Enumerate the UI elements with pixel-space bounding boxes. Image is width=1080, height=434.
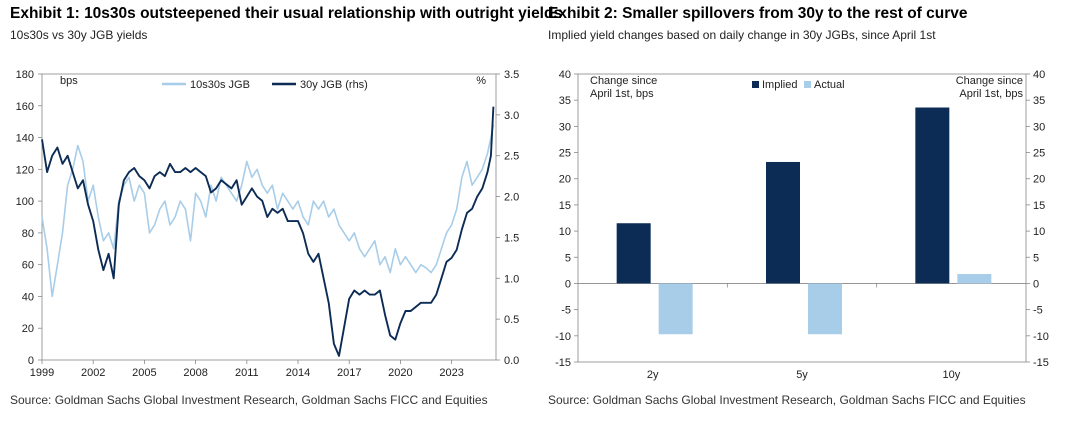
x-tick-label: 2014 [286, 367, 310, 379]
y-left-tick-label: 140 [16, 133, 34, 145]
x-tick-label: 2011 [235, 367, 259, 379]
y-left-unit-label: bps [60, 75, 78, 87]
plot-frame [577, 73, 1027, 363]
exhibit-1-chart: 0 20 40 60 80 100 120 140 160 180 0.0 0.5 1.0 1.5 2.0 2… [16, 69, 520, 379]
y-left-tick-label: 20 [22, 323, 34, 335]
y-right-tick-label: 3.0 [504, 110, 519, 122]
plot-frame [41, 73, 497, 361]
x-tick-label: 2005 [132, 367, 156, 379]
legend-label: 30y JGB (rhs) [300, 79, 368, 91]
y-left-tick-label: -5 [561, 305, 571, 317]
series-line-spread [41, 124, 495, 298]
y-right-tick-label: 5 [1033, 252, 1039, 264]
exhibit-2-source: Source: Goldman Sachs Global Investment … [548, 393, 1026, 407]
y-left-tick-label: 10 [559, 226, 571, 238]
y-right-tick-label: 10 [1033, 226, 1045, 238]
y-left-tick-label: 0 [565, 278, 571, 290]
x-tick-label: 1999 [30, 367, 54, 379]
y-right-tick-label: 20 [1033, 174, 1045, 186]
y-right-tick-label: 2.5 [504, 151, 519, 163]
y-left-tick-label: 100 [16, 196, 34, 208]
legend-swatch [804, 81, 811, 88]
exhibit-2-subtitle: Implied yield changes based on daily cha… [548, 28, 936, 42]
bar-actual-2y [658, 283, 693, 335]
y-left-tick-label: 25 [559, 148, 571, 160]
exhibit-1-panel: Exhibit 1: 10s30s outsteepened their usu… [10, 5, 562, 407]
y-right-unit-label: % [476, 75, 486, 87]
bar-implied-5y [766, 161, 800, 284]
y-right-tick-label: 2.0 [504, 192, 519, 204]
y-left-tick-label: 30 [559, 121, 571, 133]
y-right-tick-label: 35 [1033, 95, 1045, 107]
x-tick-label: 2y [647, 369, 659, 381]
y-right-tick-label: 40 [1033, 69, 1045, 81]
legend-swatch [752, 81, 759, 88]
legend-label: 10s30s JGB [190, 79, 250, 91]
y-right-tick-label: 3.5 [504, 69, 519, 81]
y-left-tick-label: -15 [555, 357, 571, 369]
y-right-tick-label: 0.0 [504, 355, 519, 367]
bar-implied-10y [915, 107, 950, 284]
x-tick-label: 2017 [337, 367, 361, 379]
exhibit-2-panel: Exhibit 2: Smaller spillovers from 30y t… [540, 0, 1080, 434]
y-right-tick-label: 0.5 [504, 314, 519, 326]
y-right-tick-label: 25 [1033, 148, 1045, 160]
x-tick-label: 2008 [183, 367, 207, 379]
y-right-tick-label: 1.0 [504, 273, 519, 285]
y-left-tick-label: -10 [555, 331, 571, 343]
x-tick-label: 2002 [81, 367, 105, 379]
y-left-tick-label: 35 [559, 95, 571, 107]
y-right-tick-label: -10 [1033, 331, 1049, 343]
y-left-tick-label: 40 [559, 69, 571, 81]
y-right-tick-label: 1.5 [504, 232, 519, 244]
y-right-tick-label: 15 [1033, 200, 1045, 212]
y-left-tick-label: 180 [16, 69, 34, 81]
exhibit-1-title: Exhibit 1: 10s30s outsteepened their usu… [10, 5, 563, 22]
x-tick-label: 5y [796, 369, 808, 381]
x-tick-label: 2023 [439, 367, 463, 379]
y-left-tick-label: 40 [22, 291, 34, 303]
y-right-axis-label: Change since [956, 75, 1023, 87]
legend-label: Implied [762, 79, 797, 91]
y-right-tick-label: 30 [1033, 121, 1045, 133]
y-left-tick-label: 5 [565, 252, 571, 264]
bar-actual-10y [957, 274, 992, 284]
y-left-tick-label: 80 [22, 228, 34, 240]
exhibit-1-source: Source: Goldman Sachs Global Investment … [10, 393, 488, 407]
y-left-tick-label: 0 [28, 355, 34, 367]
y-left-tick-label: 20 [559, 174, 571, 186]
y-left-tick-label: 60 [22, 260, 34, 272]
x-tick-label: 2020 [388, 367, 412, 379]
y-left-tick-label: 160 [16, 101, 34, 113]
series-line-yield [41, 106, 495, 357]
y-right-axis-label: April 1st, bps [959, 88, 1023, 100]
y-left-tick-label: 15 [559, 200, 571, 212]
x-tick-label: 10y [942, 369, 960, 381]
y-left-tick-label: 120 [16, 164, 34, 176]
exhibit-2-chart: -15 -10 -5 0 5 10 15 20 25 30 35 40 -15 -10 -5 0 5 10 15 20… [555, 69, 1049, 381]
bar-implied-2y [616, 223, 651, 284]
y-left-axis-label: April 1st, bps [590, 88, 654, 100]
legend-label: Actual [814, 79, 845, 91]
exhibit-1-subtitle: 10s30s vs 30y JGB yields [10, 28, 148, 42]
y-right-tick-label: 0 [1033, 278, 1039, 290]
bar-actual-5y [808, 283, 842, 335]
y-right-tick-label: -15 [1033, 357, 1049, 369]
y-left-axis-label: Change since [590, 75, 657, 87]
y-right-tick-label: -5 [1033, 305, 1043, 317]
exhibit-2-title: Exhibit 2: Smaller spillovers from 30y t… [548, 5, 968, 22]
